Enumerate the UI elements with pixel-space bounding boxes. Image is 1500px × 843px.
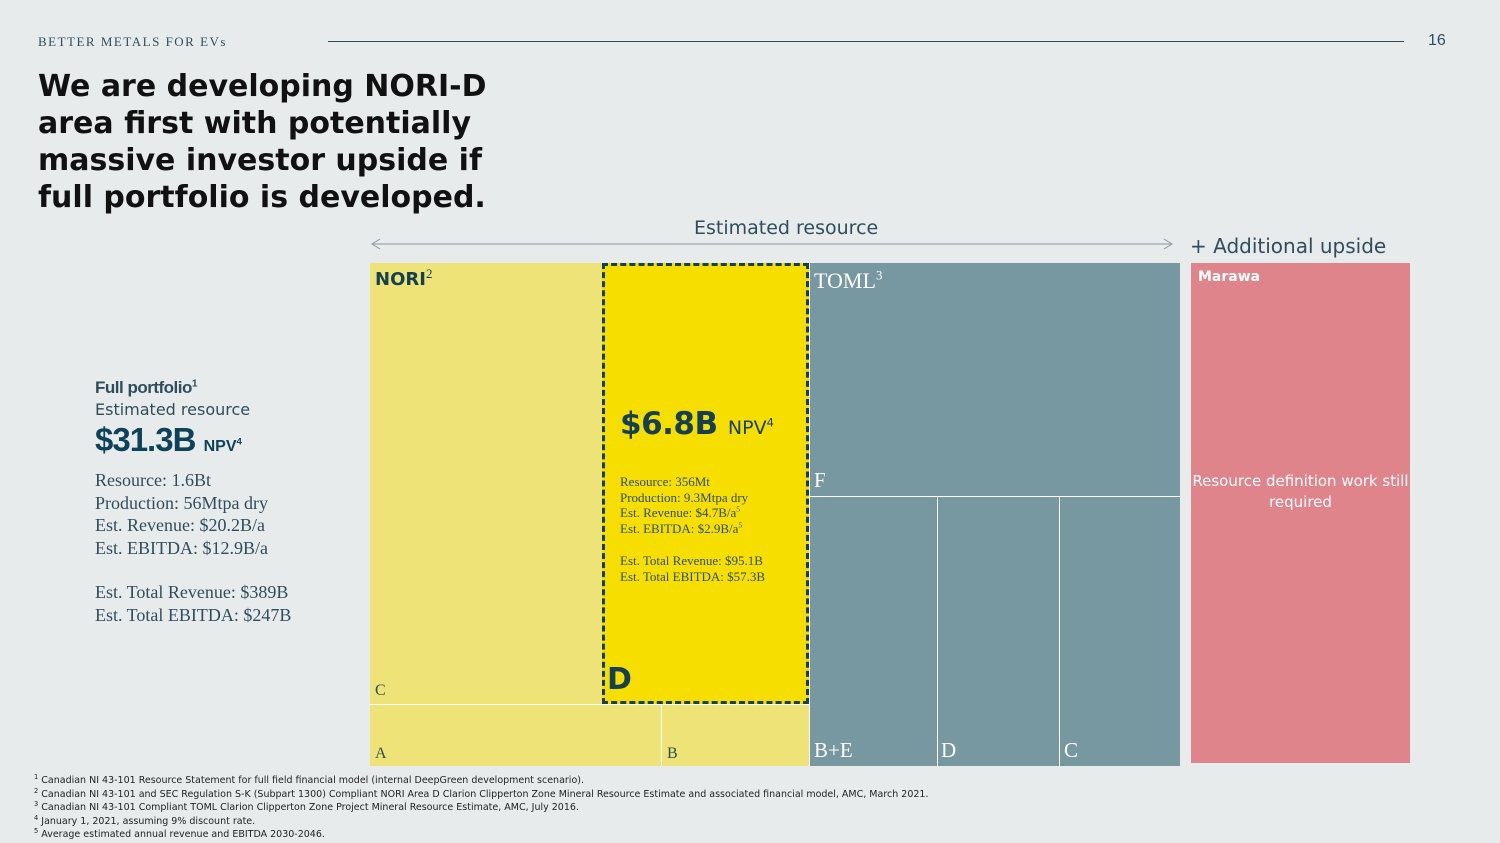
nori-d-total-ebitda: Est. Total EBITDA: $57.3B xyxy=(620,568,766,584)
nori-d-metrics: Resource: 356Mt Production: 9.3Mtpa dry … xyxy=(620,474,765,584)
footnote-3: 3 Canadian NI 43-101 Compliant TOML Clar… xyxy=(34,800,579,814)
toml-area-be xyxy=(809,496,937,766)
metric-ebitda: Est. EBITDA: $12.9B/a xyxy=(95,537,268,558)
marawa-area xyxy=(1191,263,1410,763)
metric-total-ebitda: Est. Total EBITDA: $247B xyxy=(95,604,292,625)
nori-d-total-revenue: Est. Total Revenue: $95.1B xyxy=(620,552,763,568)
nori-b-label: B xyxy=(667,745,678,762)
metric-resource: Resource: 1.6Bt xyxy=(95,470,211,490)
section-tag: BETTER METALS FOR EVs xyxy=(38,34,227,49)
toml-be-label: B+E xyxy=(814,738,853,762)
slide-title: We are developing NORI-D area first with… xyxy=(38,69,487,215)
full-portfolio-metrics: Resource: 1.6Bt Production: 56Mtpa dry E… xyxy=(95,469,355,626)
metric-revenue: Est. Revenue: $20.2B/a xyxy=(95,515,265,535)
nori-d-ebitda: Est. EBITDA: $2.9B/a5 xyxy=(620,520,743,537)
page-number: 16 xyxy=(1428,32,1446,49)
footnote-5: 5 Average estimated annual revenue and E… xyxy=(34,827,325,841)
footnote-ref: 1 xyxy=(191,378,198,390)
additional-upside-label: + Additional upside xyxy=(1190,234,1387,258)
nori-d-production: Production: 9.3Mtpa dry xyxy=(620,489,749,505)
header-divider xyxy=(328,41,1404,42)
marawa-note: Resource definition work still required xyxy=(1192,472,1409,511)
footnote-2: 2 Canadian NI 43-101 and SEC Regulation … xyxy=(34,786,929,800)
nori-d-revenue: Est. Revenue: $4.7B/a5 xyxy=(620,505,741,521)
nori-area-a xyxy=(370,704,662,766)
toml-label: TOML3 xyxy=(814,267,883,293)
estimated-resource-arrow xyxy=(371,238,1173,250)
toml-area-d xyxy=(937,496,1059,766)
full-portfolio-npv: $31.3B NPV4 xyxy=(95,421,242,458)
nori-a-label: A xyxy=(375,745,387,762)
marawa-label: Marawa xyxy=(1198,269,1261,285)
footnote-1: 1 Canadian NI 43-101 Resource Statement … xyxy=(34,772,584,786)
toml-area-f xyxy=(809,263,1180,496)
nori-d-label: D xyxy=(607,662,632,697)
npv-label: NPV4 xyxy=(727,415,774,439)
toml-d-label: D xyxy=(941,738,957,762)
estimated-resource-label: Estimated resource xyxy=(694,217,879,239)
nori-area-c xyxy=(370,263,602,704)
footnotes: 1 Canadian NI 43-101 Resource Statement … xyxy=(34,774,928,842)
full-portfolio-subheading: Estimated resource xyxy=(95,400,251,419)
toml-c-label: C xyxy=(1064,738,1079,762)
nori-d-resource: Resource: 356Mt xyxy=(620,474,710,489)
nori-d-npv: $6.8B NPV4 xyxy=(620,406,774,442)
toml-area-c xyxy=(1059,496,1180,766)
nori-area-b xyxy=(662,704,809,766)
nori-area-d xyxy=(602,263,809,704)
metric-production: Production: 56Mtpa dry xyxy=(95,492,268,513)
full-portfolio-summary: Full portfolio1 Estimated resource $31.3… xyxy=(95,378,355,626)
nori-label: NORI2 xyxy=(375,266,433,290)
npv-label: NPV4 xyxy=(203,436,242,455)
nori-c-label: C xyxy=(375,682,386,699)
footnote-4: 4 January 1, 2021, assuming 9% discount … xyxy=(34,813,256,827)
full-portfolio-heading: Full portfolio1 xyxy=(95,378,198,397)
metric-total-revenue: Est. Total Revenue: $389B xyxy=(95,582,289,602)
toml-f-label: F xyxy=(814,468,826,492)
